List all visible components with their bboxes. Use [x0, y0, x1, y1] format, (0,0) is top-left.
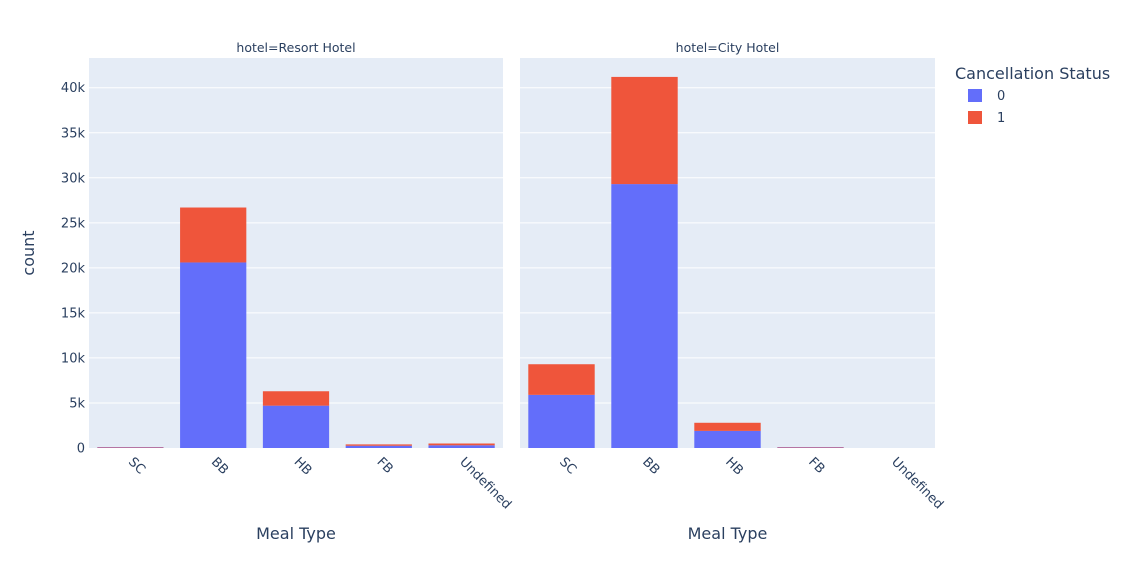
x-tick-label-2-undefined: Undefined	[888, 455, 946, 513]
y-tick-label-1: 5k	[69, 396, 85, 411]
y-tick-label-7: 35k	[61, 126, 86, 141]
x-axis-title-2: Meal Type	[688, 524, 768, 543]
bar-1-undefined-status-1[interactable]	[428, 443, 495, 446]
facet-title-1: hotel=Resort Hotel	[236, 40, 355, 55]
bar-2-bb-status-0[interactable]	[611, 184, 678, 449]
plot-area-1	[89, 58, 503, 448]
x-axis-title-1: Meal Type	[256, 524, 336, 543]
legend-title: Cancellation Status	[955, 64, 1110, 83]
legend-swatch-1[interactable]	[968, 111, 982, 124]
y-axis-title: count	[19, 230, 38, 275]
y-tick-label-2: 10k	[61, 351, 86, 366]
x-tick-label-2-fb: FB	[805, 455, 827, 477]
bar-2-bb-status-1[interactable]	[611, 76, 678, 185]
bar-1-undefined-status-0[interactable]	[428, 445, 495, 448]
bar-1-bb-status-0[interactable]	[180, 262, 247, 448]
bar-1-hb-status-0[interactable]	[262, 405, 330, 448]
facet-title-2: hotel=City Hotel	[676, 40, 780, 55]
x-tick-label-2-hb: HB	[722, 455, 746, 479]
bar-1-fb-status-1[interactable]	[345, 444, 412, 446]
x-tick-label-2-sc: SC	[556, 455, 579, 478]
y-tick-label-8: 40k	[61, 81, 86, 96]
y-tick-label-4: 20k	[61, 261, 86, 276]
x-tick-label-1-sc: SC	[125, 455, 148, 478]
x-tick-label-1-fb: FB	[373, 455, 395, 477]
y-tick-label-5: 25k	[61, 216, 86, 231]
bar-1-hb-status-1[interactable]	[262, 391, 330, 406]
legend-label-0: 0	[997, 89, 1005, 104]
bar-1-fb-status-0[interactable]	[345, 445, 412, 448]
x-tick-label-2-bb: BB	[639, 455, 662, 478]
legend-swatch-0[interactable]	[968, 89, 982, 102]
legend-label-1: 1	[997, 111, 1005, 126]
x-tick-label-1-bb: BB	[208, 455, 231, 478]
bar-2-sc-status-1[interactable]	[528, 364, 595, 395]
bar-2-sc-status-0[interactable]	[528, 394, 595, 448]
y-tick-label-6: 30k	[61, 171, 86, 186]
y-tick-label-0: 0	[77, 442, 85, 457]
y-tick-label-3: 15k	[61, 306, 86, 321]
x-tick-label-1-undefined: Undefined	[456, 455, 514, 513]
bar-2-hb-status-0[interactable]	[694, 430, 761, 448]
x-tick-label-1-hb: HB	[291, 455, 315, 479]
bar-1-bb-status-1[interactable]	[180, 207, 247, 263]
bar-2-hb-status-1[interactable]	[694, 422, 761, 431]
